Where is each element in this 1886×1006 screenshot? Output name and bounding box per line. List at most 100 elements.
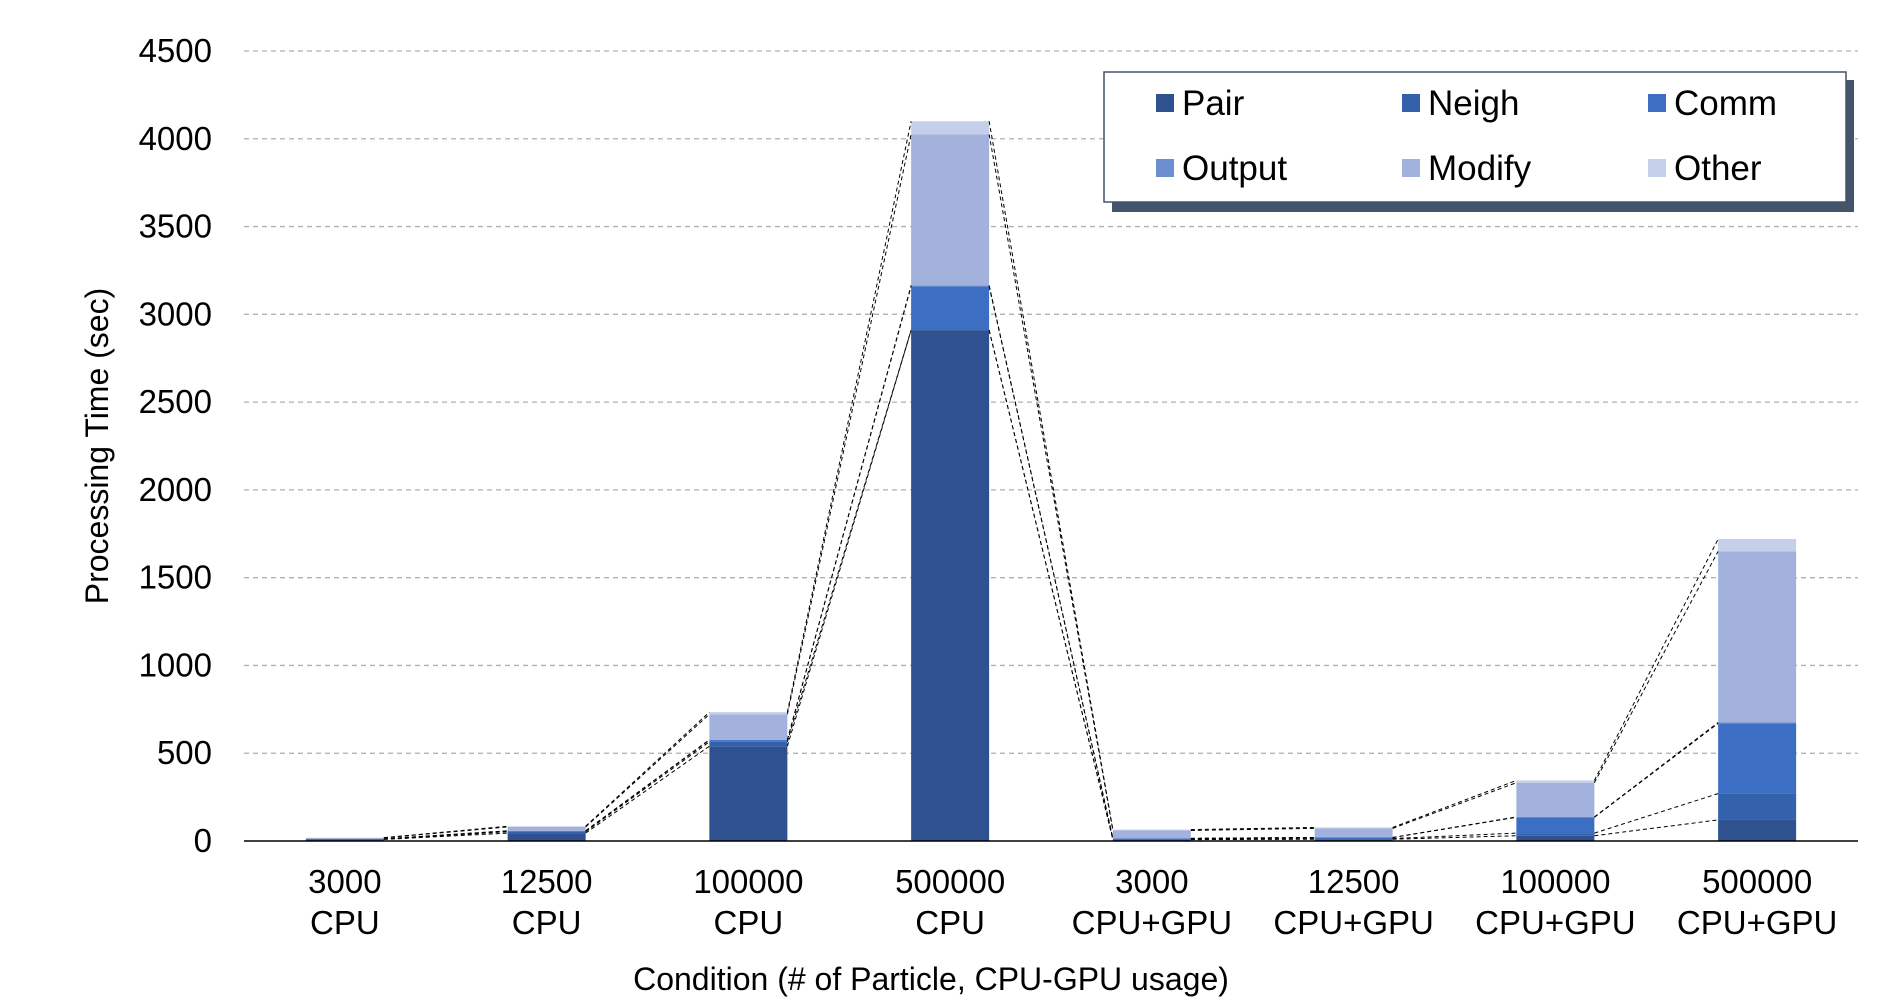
legend-label-modify: Modify [1428, 149, 1532, 188]
connector-pair [786, 329, 912, 747]
x-tick-label: 12500 CPU [501, 863, 593, 941]
connector-pair [1594, 819, 1719, 837]
bar-segment-modify [1718, 551, 1797, 723]
legend-label-other: Other [1674, 149, 1762, 188]
connector-neigh [585, 741, 710, 833]
bar-segment-comm [507, 830, 586, 832]
connector-other [786, 121, 912, 713]
bar-segment-other [1112, 829, 1191, 831]
legend-label-comm: Comm [1674, 84, 1777, 123]
connector-modify [1190, 827, 1315, 831]
x-tick-label: 100000 CPU+GPU [1475, 863, 1635, 941]
legend-swatch-output [1156, 159, 1174, 177]
bar-segment-modify [911, 134, 990, 286]
bar-segment-modify [1112, 830, 1191, 839]
connector-neigh [383, 831, 508, 840]
connector-modify [1392, 782, 1517, 829]
connector-neigh [1190, 838, 1315, 840]
legend-swatch-modify [1402, 159, 1420, 177]
y-tick-label: 4000 [139, 120, 212, 157]
bar-segment-modify [1314, 828, 1393, 838]
bar-segment-other [1718, 539, 1797, 552]
legend: Pair Neigh Comm Output Modify Other [1103, 71, 1854, 212]
connector-modify [585, 713, 710, 828]
legend-label-pair: Pair [1182, 84, 1245, 123]
x-tick-label: 3000 CPU [308, 863, 381, 941]
bar-segment-neigh [507, 831, 586, 834]
series-connectors [383, 121, 1719, 841]
legend-swatch-pair [1156, 94, 1174, 112]
bar-segment-neigh [1112, 839, 1191, 840]
x-tick-label: 12500 CPU+GPU [1273, 863, 1433, 941]
y-tick-label: 2000 [139, 471, 212, 508]
connector-neigh [988, 330, 1114, 840]
bar-segment-other [911, 121, 990, 135]
connector-modify [1593, 551, 1719, 783]
connector-pair [585, 745, 710, 834]
bar-segment-modify [1516, 782, 1595, 817]
legend-items: Pair Neigh Comm Output Modify Other [1156, 84, 1777, 188]
bar-segment-modify [507, 826, 586, 831]
bar-segment-neigh [1516, 833, 1595, 836]
y-tick-label: 0 [194, 822, 212, 859]
connector-modify [786, 134, 912, 715]
y-tick-label: 1500 [139, 559, 212, 596]
bar-segment-comm [1718, 723, 1797, 794]
legend-label-neigh: Neigh [1428, 84, 1519, 123]
bar-segment-pair [305, 839, 384, 841]
connector-output [786, 285, 912, 740]
connector-neigh [786, 329, 912, 742]
x-tick-label: 500000 CPU [895, 863, 1005, 941]
bar-segment-output [911, 285, 990, 287]
connector-output [1594, 722, 1719, 818]
bar-segment-pair [1516, 835, 1595, 841]
bar-segment-comm [1314, 837, 1393, 839]
connector-pair [1392, 835, 1517, 840]
y-tick-labels: 0 500 1000 1500 2000 2500 3000 3500 4000 4500 [139, 32, 212, 859]
bar-segment-neigh [1718, 793, 1797, 820]
x-axis-title: Condition (# of Particle, CPU-GPU usage) [633, 961, 1229, 997]
x-tick-label: 100000 CPU [693, 863, 803, 941]
y-tick-label: 1000 [139, 646, 212, 683]
bar-segment-modify [709, 714, 788, 740]
bar-segment-neigh [1314, 838, 1393, 840]
connector-neigh [1594, 793, 1719, 834]
legend-swatch-other [1648, 159, 1666, 177]
bar-segment-pair [911, 330, 990, 841]
bar-segment-comm [911, 286, 990, 331]
x-tick-labels: 3000 CPU 12500 CPU 100000 CPU 500000 CPU 3000 CPU… [308, 863, 1837, 941]
connector-other [585, 711, 710, 827]
connector-modify [988, 134, 1114, 831]
y-tick-label: 4500 [139, 32, 212, 69]
connector-output [988, 285, 1114, 839]
bar-segment-comm [1516, 817, 1595, 834]
y-axis-title: Processing Time (sec) [79, 288, 115, 605]
connector-other [1593, 538, 1719, 781]
y-tick-label: 3000 [139, 295, 212, 332]
connector-other [1392, 779, 1517, 828]
y-tick-label: 500 [157, 734, 212, 771]
legend-swatch-neigh [1402, 94, 1420, 112]
bar-segment-other [1314, 827, 1393, 829]
bar-segment-pair [1314, 839, 1393, 841]
bar-segment-other [507, 826, 586, 827]
legend-label-output: Output [1182, 149, 1287, 188]
bar-segment-pair [507, 833, 586, 841]
bar-segment-modify [305, 837, 384, 839]
connector-output [585, 739, 710, 832]
bar-segment-neigh [709, 741, 788, 747]
y-tick-label: 3500 [139, 208, 212, 245]
x-tick-label: 500000 CPU+GPU [1677, 863, 1837, 941]
y-tick-label: 2500 [139, 383, 212, 420]
legend-box [1103, 71, 1847, 203]
bars [305, 121, 1797, 841]
bar-segment-pair [709, 746, 788, 841]
connector-other [988, 121, 1114, 830]
bar-segment-output [1718, 722, 1797, 724]
x-tick-label: 3000 CPU+GPU [1072, 863, 1232, 941]
bar-segment-comm [709, 740, 788, 742]
legend-swatch-comm [1648, 94, 1666, 112]
bar-segment-other [1516, 780, 1595, 783]
bar-segment-other [709, 712, 788, 715]
